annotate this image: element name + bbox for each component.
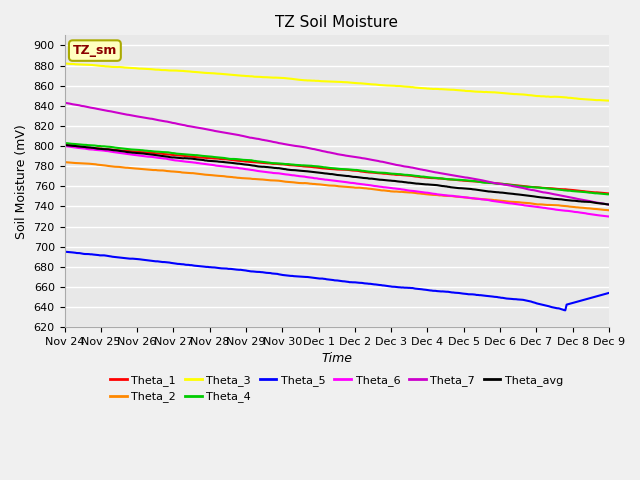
Theta_5: [126, 256, 134, 262]
Theta_6: [238, 166, 246, 171]
Theta_avg: [276, 166, 284, 171]
Line: Theta_6: Theta_6: [65, 146, 609, 216]
Theta_7: [238, 133, 246, 139]
Theta_1: [403, 173, 411, 179]
Theta_avg: [61, 142, 68, 148]
Theta_3: [403, 84, 411, 90]
Theta_2: [456, 194, 464, 200]
Theta_3: [238, 73, 246, 79]
Theta_5: [61, 249, 68, 254]
Theta_7: [454, 173, 461, 179]
Theta_1: [454, 177, 461, 183]
Line: Theta_avg: Theta_avg: [65, 145, 609, 204]
Theta_2: [238, 175, 246, 181]
Text: TZ_sm: TZ_sm: [73, 44, 117, 57]
Theta_4: [454, 177, 461, 183]
Theta_7: [403, 164, 411, 169]
Theta_4: [605, 192, 612, 197]
Theta_5: [238, 267, 246, 273]
Theta_6: [456, 194, 464, 200]
Theta_avg: [605, 202, 612, 207]
Theta_4: [238, 157, 246, 163]
Theta_avg: [456, 185, 464, 191]
Theta_6: [61, 143, 68, 149]
Y-axis label: Soil Moisture (mV): Soil Moisture (mV): [15, 124, 28, 239]
Theta_5: [605, 290, 612, 296]
Theta_3: [456, 87, 464, 93]
Theta_2: [454, 194, 461, 200]
Theta_2: [605, 207, 612, 213]
Title: TZ Soil Moisture: TZ Soil Moisture: [275, 15, 398, 30]
Theta_7: [61, 100, 68, 106]
Theta_3: [454, 87, 461, 93]
Theta_1: [605, 191, 612, 196]
Line: Theta_4: Theta_4: [65, 143, 609, 194]
Line: Theta_5: Theta_5: [65, 252, 609, 311]
Theta_6: [605, 214, 612, 219]
Theta_1: [276, 161, 284, 167]
Theta_1: [456, 178, 464, 183]
Theta_3: [61, 60, 68, 66]
Theta_2: [403, 190, 411, 195]
Theta_6: [403, 187, 411, 193]
Theta_4: [456, 177, 464, 183]
Theta_4: [276, 161, 284, 167]
X-axis label: Time: Time: [321, 352, 352, 365]
Legend: Theta_1, Theta_2, Theta_3, Theta_4, Theta_5, Theta_6, Theta_7, Theta_avg: Theta_1, Theta_2, Theta_3, Theta_4, Thet…: [106, 371, 568, 407]
Theta_4: [126, 146, 134, 152]
Theta_5: [456, 290, 464, 296]
Theta_5: [403, 285, 411, 290]
Theta_4: [403, 172, 411, 178]
Theta_3: [605, 98, 612, 104]
Theta_5: [276, 272, 284, 277]
Theta_6: [126, 152, 134, 157]
Theta_6: [276, 171, 284, 177]
Theta_avg: [126, 149, 134, 155]
Theta_1: [238, 158, 246, 164]
Theta_3: [276, 75, 284, 81]
Theta_1: [126, 148, 134, 154]
Theta_6: [454, 193, 461, 199]
Theta_7: [126, 112, 134, 118]
Theta_7: [276, 141, 284, 146]
Line: Theta_1: Theta_1: [65, 145, 609, 193]
Theta_avg: [238, 161, 246, 167]
Theta_2: [276, 178, 284, 184]
Theta_7: [605, 202, 612, 207]
Theta_2: [126, 165, 134, 171]
Theta_1: [61, 142, 68, 148]
Theta_5: [561, 308, 569, 313]
Theta_3: [126, 65, 134, 71]
Theta_avg: [454, 185, 461, 191]
Line: Theta_3: Theta_3: [65, 63, 609, 101]
Theta_4: [61, 140, 68, 146]
Theta_5: [454, 290, 461, 296]
Theta_4: [604, 192, 611, 197]
Theta_7: [456, 174, 464, 180]
Line: Theta_7: Theta_7: [65, 103, 609, 204]
Theta_2: [61, 159, 68, 165]
Line: Theta_2: Theta_2: [65, 162, 609, 210]
Theta_avg: [403, 180, 411, 185]
